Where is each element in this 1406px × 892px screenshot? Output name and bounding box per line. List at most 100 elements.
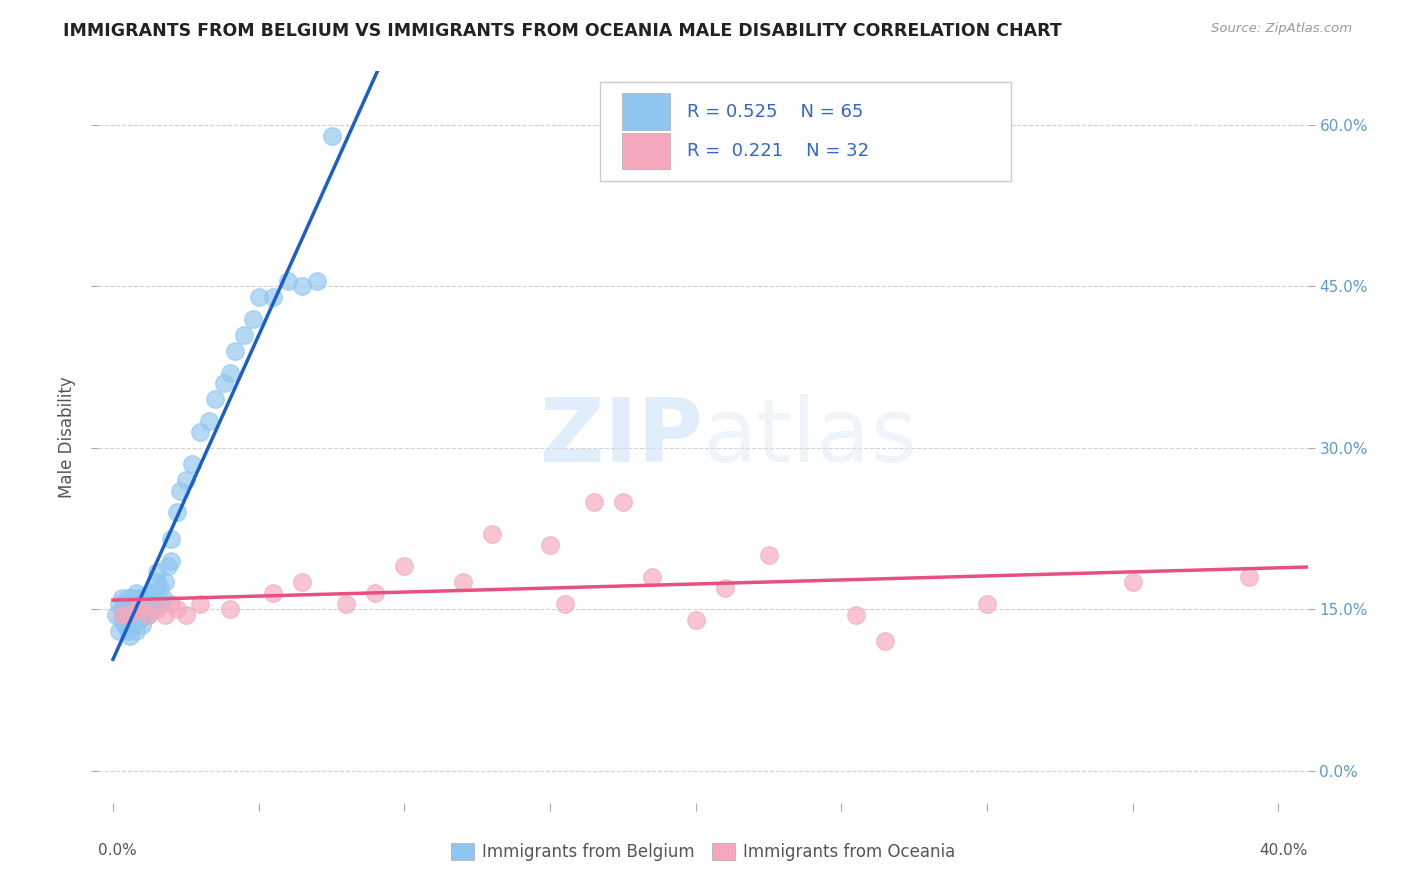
Point — [142, 597, 165, 611]
Legend: Immigrants from Belgium, Immigrants from Oceania: Immigrants from Belgium, Immigrants from… — [444, 836, 962, 868]
Point — [108, 597, 131, 611]
Point — [976, 597, 998, 611]
Point — [155, 575, 177, 590]
Point — [160, 597, 183, 611]
Point — [131, 618, 153, 632]
Point — [160, 554, 183, 568]
Text: R =  0.221    N = 32: R = 0.221 N = 32 — [688, 142, 869, 160]
Point — [134, 602, 156, 616]
Point — [262, 290, 284, 304]
Point — [125, 607, 148, 622]
Point — [204, 392, 226, 407]
Point — [125, 624, 148, 638]
Point — [125, 602, 148, 616]
Point — [145, 565, 167, 579]
Point — [190, 597, 212, 611]
Point — [198, 414, 221, 428]
Point — [364, 586, 387, 600]
Point — [291, 279, 314, 293]
Point — [149, 597, 172, 611]
Text: 0.0%: 0.0% — [98, 843, 138, 858]
Point — [120, 597, 142, 611]
Point — [169, 483, 191, 498]
Point — [277, 274, 299, 288]
Point — [122, 591, 145, 606]
Point — [291, 575, 314, 590]
Point — [136, 597, 159, 611]
Point — [125, 597, 148, 611]
Point — [104, 607, 127, 622]
Text: Source: ZipAtlas.com: Source: ZipAtlas.com — [1212, 22, 1353, 36]
Point — [218, 602, 240, 616]
Point — [758, 549, 780, 563]
Point — [145, 602, 167, 616]
Point — [111, 591, 134, 606]
Text: ZIP: ZIP — [540, 393, 703, 481]
Point — [212, 376, 235, 391]
Point — [875, 634, 897, 648]
FancyBboxPatch shape — [621, 94, 671, 130]
Point — [111, 602, 134, 616]
Point — [174, 607, 197, 622]
Point — [321, 128, 343, 143]
Point — [128, 602, 150, 616]
Point — [117, 624, 139, 638]
Point — [125, 586, 148, 600]
Point — [481, 527, 503, 541]
Point — [117, 613, 139, 627]
FancyBboxPatch shape — [600, 82, 1011, 181]
Point — [155, 607, 177, 622]
Point — [1239, 570, 1261, 584]
Point — [139, 586, 162, 600]
Point — [305, 274, 328, 288]
Text: 40.0%: 40.0% — [1260, 843, 1308, 858]
Point — [111, 607, 134, 622]
Text: R = 0.525    N = 65: R = 0.525 N = 65 — [688, 103, 863, 120]
Point — [120, 629, 142, 643]
Point — [335, 597, 357, 611]
Point — [394, 559, 416, 574]
Point — [247, 290, 270, 304]
Point — [160, 533, 183, 547]
Point — [117, 607, 139, 622]
Point — [142, 586, 165, 600]
Point — [152, 591, 174, 606]
Point — [131, 602, 153, 616]
Point — [233, 327, 256, 342]
Point — [641, 570, 664, 584]
Point — [554, 597, 576, 611]
Point — [612, 494, 634, 508]
Point — [242, 311, 264, 326]
Point — [180, 457, 202, 471]
Point — [122, 618, 145, 632]
Point — [134, 591, 156, 606]
Point — [114, 607, 136, 622]
Point — [120, 607, 142, 622]
Point — [122, 602, 145, 616]
Point — [166, 505, 188, 519]
Point — [136, 607, 159, 622]
Point — [117, 602, 139, 616]
Text: IMMIGRANTS FROM BELGIUM VS IMMIGRANTS FROM OCEANIA MALE DISABILITY CORRELATION C: IMMIGRANTS FROM BELGIUM VS IMMIGRANTS FR… — [63, 22, 1062, 40]
Point — [157, 559, 180, 574]
Point — [714, 581, 737, 595]
Point — [582, 494, 605, 508]
Point — [108, 624, 131, 638]
Text: atlas: atlas — [703, 393, 918, 481]
Point — [685, 613, 707, 627]
Point — [218, 366, 240, 380]
FancyBboxPatch shape — [621, 133, 671, 169]
Point — [131, 607, 153, 622]
Point — [262, 586, 284, 600]
Point — [451, 575, 474, 590]
Point — [128, 591, 150, 606]
Point — [538, 538, 561, 552]
Point — [111, 613, 134, 627]
Point — [845, 607, 868, 622]
Point — [114, 597, 136, 611]
Point — [166, 602, 188, 616]
Point — [174, 473, 197, 487]
Point — [139, 602, 162, 616]
Point — [131, 597, 153, 611]
Point — [224, 344, 246, 359]
